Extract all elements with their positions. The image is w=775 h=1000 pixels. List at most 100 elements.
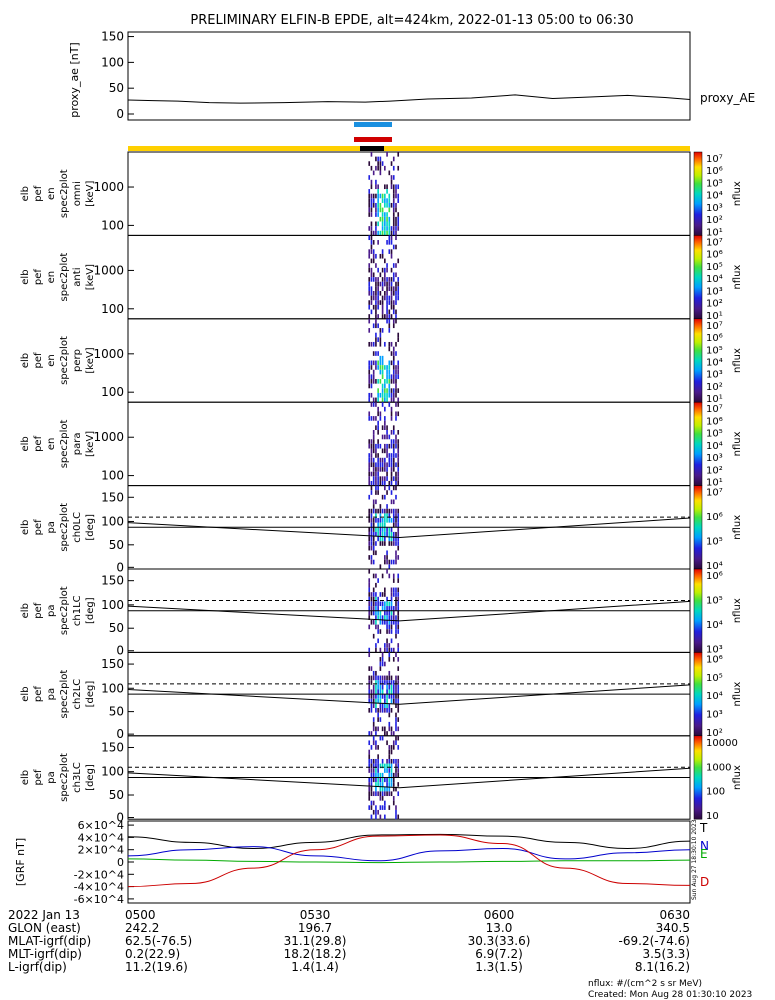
spectrogram-pixel	[377, 207, 379, 213]
spectrogram-pixel	[377, 443, 379, 449]
spectrogram-pixel	[395, 522, 397, 528]
spectrogram-pixel	[397, 694, 400, 699]
panel-ylabel-part: para	[72, 433, 83, 456]
spectrogram-pixel	[392, 782, 395, 787]
spectrogram-pixel	[384, 365, 386, 370]
colorbar-tick-label: 10⁷	[706, 321, 723, 332]
spectrogram-pixel	[375, 624, 377, 630]
spectrogram-pixel	[392, 694, 395, 699]
spectrogram-pixel	[368, 508, 371, 514]
ae-ytick-label: 50	[109, 81, 124, 95]
ytick-label: 0	[116, 644, 124, 658]
spectrogram-pixel	[388, 726, 391, 732]
colorbar-tick-label: 10³	[706, 203, 723, 214]
spectrogram-pixel	[377, 754, 379, 759]
spectrogram-pixel	[381, 531, 384, 537]
spectrogram-pixel	[390, 749, 393, 755]
spectrogram-pixel	[372, 606, 375, 611]
spectrogram-pixel	[384, 536, 386, 542]
colorbar-tick-label: 10³	[706, 370, 723, 381]
spectrogram-pixel	[379, 518, 382, 523]
spectrogram-pixel	[386, 152, 388, 157]
spectrogram-panel-0: elb pef en spec2plot omni [keV]100010010⁷10⁶1…	[20, 151, 743, 238]
spectrogram-pixel	[388, 527, 391, 532]
spectrogram-pixel	[375, 680, 377, 685]
spectrogram-pixel	[375, 379, 377, 384]
spectrogram-pixel	[375, 596, 377, 602]
spectrogram-pixel	[384, 555, 386, 560]
spectrogram-pixel	[384, 698, 386, 704]
spectrogram-pixel	[392, 221, 395, 227]
colorbar-label: nflux	[732, 598, 743, 623]
spectrogram-pixel	[386, 286, 388, 291]
spectrogram-pixel	[368, 610, 371, 616]
spectrogram-pixel	[375, 675, 377, 681]
spectrogram-pixel	[392, 165, 395, 171]
spectrogram-pixel	[372, 596, 375, 602]
spectrogram-pixel	[381, 355, 384, 361]
spectrogram-pixel	[395, 388, 397, 393]
spectrogram-pixel	[386, 638, 388, 644]
spectrogram-pixel	[368, 286, 371, 291]
spectrogram-pixel	[372, 670, 375, 676]
spectrogram-pixel	[388, 170, 391, 176]
spectrogram-pixel	[381, 777, 384, 783]
spectrogram-pixel	[370, 555, 373, 560]
spectrogram-pixel	[390, 601, 393, 607]
spectrogram-pixel	[379, 708, 382, 713]
spectrogram-pixel	[377, 596, 379, 602]
spectrogram-pixel	[377, 578, 379, 583]
panel-ylabel-part: perp	[72, 349, 83, 372]
spectrogram-pixel	[392, 207, 395, 213]
spectrogram-pixel	[381, 791, 384, 797]
spectrogram-pixel	[395, 768, 397, 773]
spectrogram-pixel	[372, 740, 375, 746]
spectrogram-pixel	[375, 606, 377, 611]
spectrogram-pixel	[386, 277, 388, 282]
spectrogram-pixel	[375, 694, 377, 699]
spectrogram-pixel	[375, 619, 377, 625]
spectrogram-pixel	[370, 786, 373, 792]
spectrogram-pixel	[377, 406, 379, 412]
spectrogram-pixel	[370, 152, 373, 157]
spectrogram-pixel	[386, 471, 388, 477]
spectrogram-pixel	[392, 230, 395, 236]
spectrogram-pixel	[397, 592, 400, 597]
spectrogram-pixel	[388, 277, 391, 282]
spectrogram-pixel	[384, 476, 386, 481]
spectrogram-pixel	[395, 786, 397, 792]
spectrogram-pixel	[375, 351, 377, 356]
spectrogram-pixel	[384, 814, 386, 820]
spectrogram-pixel	[392, 318, 395, 324]
spectrogram-pixel	[379, 763, 382, 769]
spectrogram-pixel	[368, 754, 371, 759]
spectrogram-pixel	[395, 439, 397, 444]
spectrogram-pixel	[384, 226, 386, 231]
spectrogram-pixel	[375, 791, 377, 797]
spectrogram-pixel	[384, 513, 386, 519]
spectrogram-pixel	[392, 518, 395, 523]
bfield-line-D	[127, 834, 691, 888]
spectrogram-pixel	[381, 221, 384, 227]
spectrogram-pixel	[395, 221, 397, 227]
spectrogram-pixel	[388, 601, 391, 607]
spectrogram-pixel	[392, 309, 395, 315]
spectrogram-pixel	[397, 606, 400, 611]
spectrogram-pixel	[368, 277, 371, 282]
spectrogram-pixel	[375, 698, 377, 704]
spectrogram-pixel	[392, 453, 395, 458]
spectrogram-pixel	[377, 531, 379, 537]
spectrogram-pixel	[388, 392, 391, 398]
colorbar-tick-label: 10⁵	[706, 178, 723, 189]
spectrogram-pixel	[370, 379, 373, 384]
spectrogram-pixel	[384, 522, 386, 528]
spectrogram-pixel	[379, 657, 382, 662]
spectrogram-pixel	[395, 675, 397, 681]
spectrogram-pixel	[384, 184, 386, 190]
spectrogram-pixel	[370, 198, 373, 203]
colorbar-tick-label: 10⁵	[706, 537, 723, 548]
spectrogram-pixel	[384, 527, 386, 532]
spectrogram-pixel	[379, 564, 382, 569]
spectrogram-pixel	[368, 541, 371, 546]
spectrogram-pixel	[390, 708, 393, 713]
